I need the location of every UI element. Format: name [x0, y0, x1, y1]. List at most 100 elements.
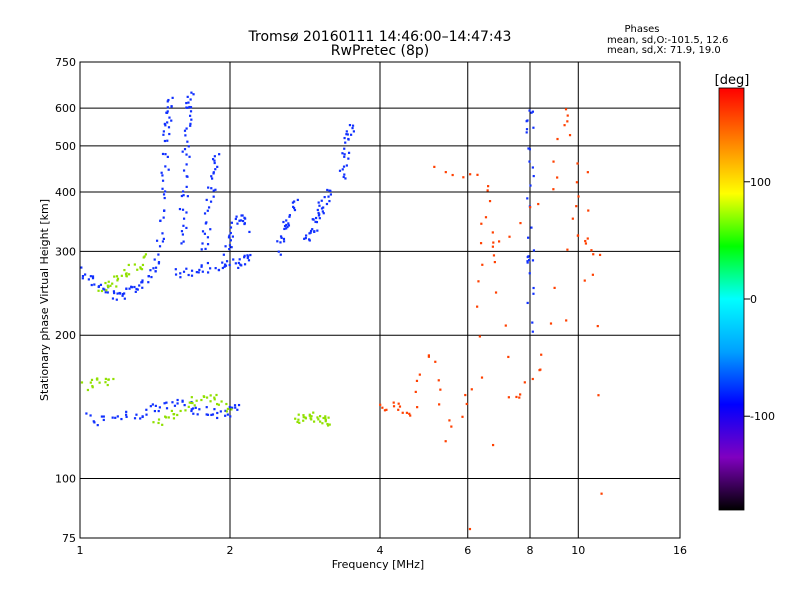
scatter-point [213, 159, 216, 162]
scatter-point [438, 403, 441, 406]
scatter-point [228, 405, 231, 409]
scatter-point [181, 190, 185, 193]
scatter-point [166, 106, 169, 109]
scatter-point [230, 408, 233, 411]
scatter-point [201, 230, 205, 233]
scatter-point [238, 219, 241, 222]
scatter-point [351, 127, 354, 130]
y-tick-label: 500 [55, 140, 76, 153]
scatter-point [216, 416, 219, 420]
scatter-point [461, 415, 464, 418]
scatter-point [312, 218, 315, 221]
scatter-point [164, 153, 167, 156]
scatter-point [159, 219, 162, 223]
scatter-point [212, 172, 215, 175]
scatter-point [183, 404, 186, 407]
scatter-point [214, 188, 217, 191]
scatter-point [184, 134, 187, 137]
scatter-point [91, 386, 94, 389]
scatter-point [246, 254, 249, 257]
scatter-point [152, 421, 155, 424]
scatter-point [480, 222, 483, 225]
scatter-point [326, 422, 329, 426]
scatter-point [206, 236, 210, 239]
scatter-point [113, 275, 116, 278]
scatter-point [239, 219, 242, 222]
scatter-point [532, 126, 535, 129]
x-axis-ticks: 1 2 4 6 8 10 16 [77, 544, 688, 557]
scatter-point [116, 279, 119, 282]
scatter-point [157, 409, 160, 413]
scatter-point [106, 284, 109, 287]
scatter-point [553, 286, 556, 289]
scatter-point [116, 415, 119, 418]
scatter-points [80, 91, 603, 531]
scatter-point [539, 368, 542, 371]
scatter-point [200, 265, 203, 268]
stats-heading: Phases [624, 24, 659, 35]
scatter-point [590, 249, 593, 252]
scatter-point [186, 106, 189, 109]
scatter-point [526, 260, 529, 263]
scatter-point [230, 221, 234, 224]
scatter-point [127, 263, 130, 267]
scatter-point [282, 240, 286, 243]
scatter-point [161, 174, 164, 177]
scatter-point [519, 221, 522, 225]
scatter-point [189, 106, 193, 109]
scatter-point [345, 164, 348, 167]
scatter-point [476, 173, 479, 176]
scatter-point [347, 151, 351, 154]
scatter-point [206, 209, 209, 212]
scatter-point [215, 393, 218, 397]
scatter-point [409, 414, 412, 417]
scatter-point [317, 211, 320, 215]
scatter-point [190, 269, 194, 272]
scatter-point [178, 207, 182, 211]
scatter-point [236, 222, 239, 225]
scatter-point [283, 224, 287, 228]
scatter-point [556, 176, 559, 179]
scatter-point [125, 274, 128, 277]
scatter-point [329, 193, 332, 196]
scatter-point [157, 418, 161, 421]
scatter-point [162, 130, 165, 133]
scatter-point [586, 237, 589, 240]
scatter-point [112, 290, 116, 293]
scatter-point [163, 209, 166, 212]
scatter-point [486, 189, 489, 192]
scatter-point [212, 171, 215, 174]
scatter-point [525, 128, 529, 131]
scatter-point [107, 285, 110, 289]
scatter-point [161, 187, 164, 190]
scatter-point [322, 206, 325, 209]
scatter-point [462, 176, 465, 179]
scatter-point [185, 175, 188, 178]
scatter-point [598, 253, 602, 257]
scatter-point [298, 421, 301, 424]
scatter-point [151, 403, 154, 406]
scatter-point [206, 243, 210, 246]
scatter-point [225, 260, 229, 263]
scatter-point [135, 287, 138, 291]
scatter-point [282, 220, 285, 224]
scatter-point [166, 139, 169, 142]
scatter-point [182, 240, 185, 243]
scatter-point [133, 285, 136, 289]
scatter-point [508, 235, 511, 238]
x-axis-label: Frequency [MHz] [332, 558, 424, 571]
scatter-point [600, 492, 603, 495]
scatter-point [309, 229, 313, 233]
scatter-point [325, 202, 329, 206]
scatter-point [216, 411, 219, 415]
scatter-point [179, 409, 182, 413]
scatter-point [566, 120, 569, 123]
scatter-point [507, 396, 510, 399]
scatter-point [96, 424, 99, 427]
scatter-point [154, 270, 157, 273]
scatter-point [531, 259, 535, 262]
scatter-point [190, 401, 193, 405]
scatter-point [213, 155, 216, 158]
scatter-point [228, 234, 231, 237]
